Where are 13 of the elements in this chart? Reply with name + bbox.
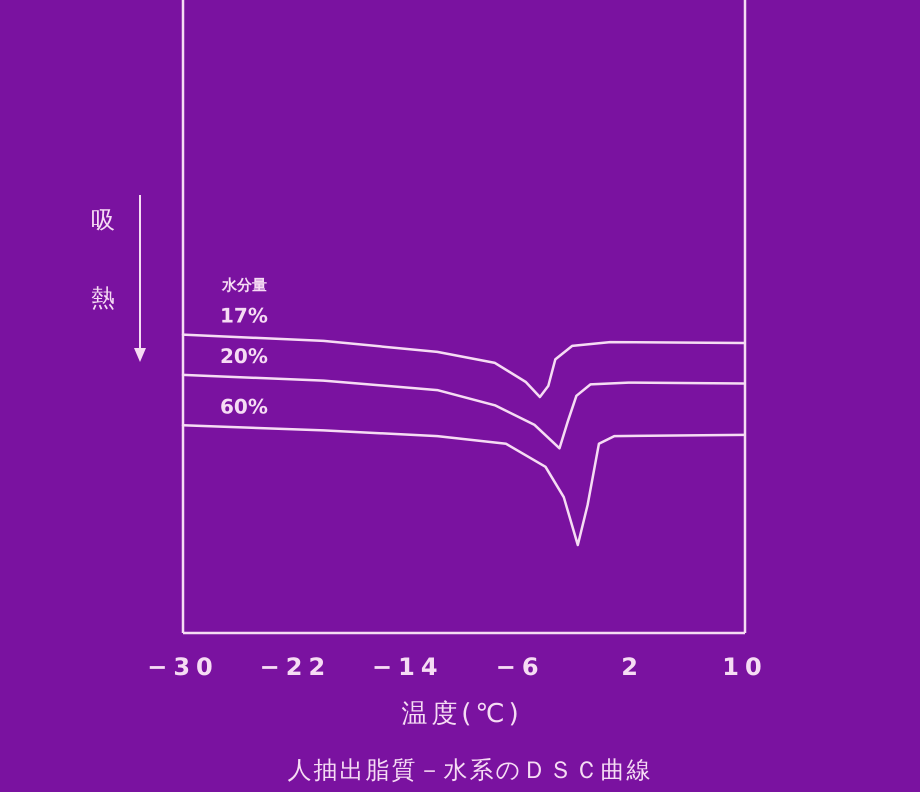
series-label: 20%	[220, 344, 268, 368]
text: 人抽出脂質－水系のＤＳＣ曲線	[288, 756, 652, 784]
x-tick-label: −6	[496, 653, 545, 681]
x-axis-title: 温度(℃)	[401, 699, 523, 729]
series-label: 17%	[220, 304, 268, 328]
x-tick-label: −14	[372, 653, 444, 681]
text: 吸熱	[91, 206, 115, 312]
text: 水分量	[221, 276, 267, 294]
series-label: 60%	[220, 394, 268, 418]
x-tick-label: 10	[722, 653, 768, 681]
x-tick-label: 2	[621, 653, 644, 681]
x-tick-label: −30	[147, 653, 219, 681]
x-tick-label: −22	[260, 653, 332, 681]
